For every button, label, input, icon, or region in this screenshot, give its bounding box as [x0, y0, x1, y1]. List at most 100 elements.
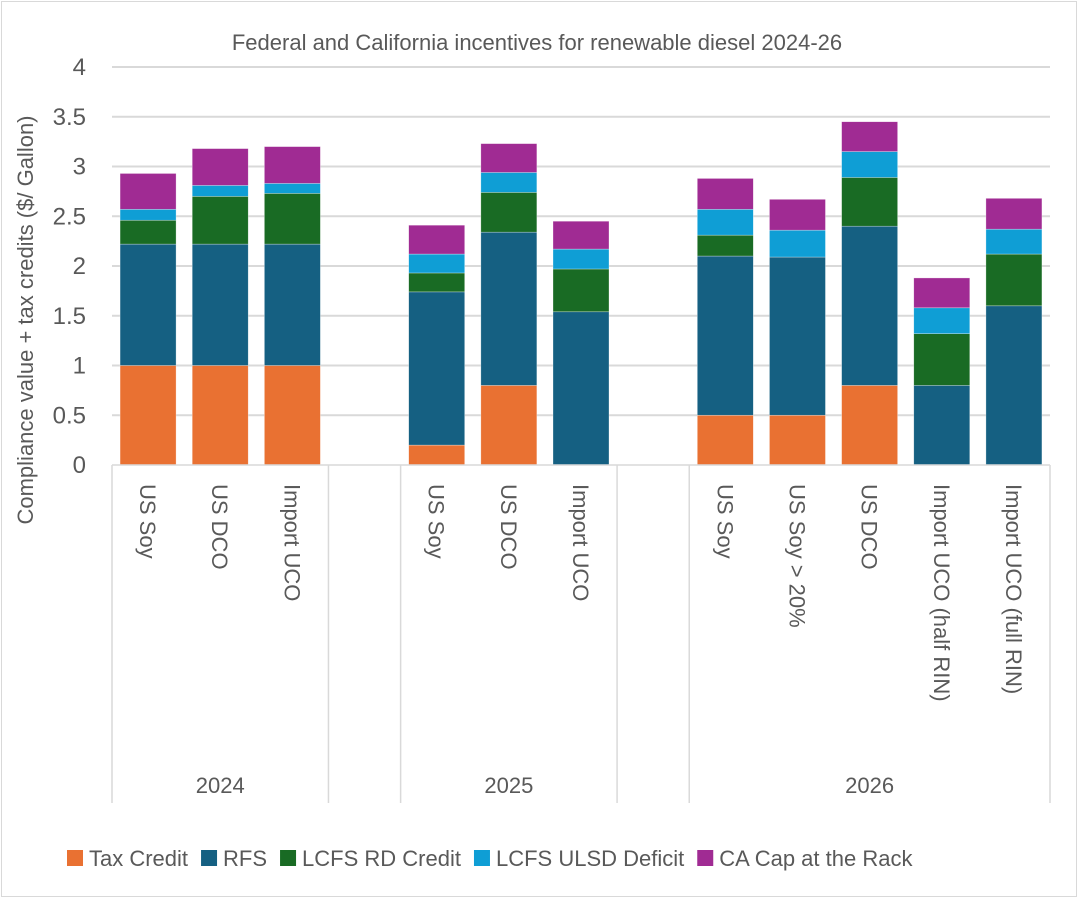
- bar-segment-lcfs-rd-credit: [841, 177, 898, 227]
- bar-segment-lcfs-ulsd-deficit: [191, 185, 249, 197]
- bar-segment-lcfs-rd-credit: [552, 268, 610, 313]
- y-tick-label: 1: [73, 353, 86, 380]
- bar-segment-lcfs-ulsd-deficit: [480, 172, 538, 193]
- category-label: US DCO: [207, 484, 232, 570]
- bar-segment-tax-credit: [769, 414, 826, 466]
- bar-segment-rfs: [480, 231, 538, 386]
- category-label: US Soy > 20%: [784, 484, 809, 628]
- category-label: US Soy: [135, 484, 160, 559]
- x-axis: US Soy US DCO Import UCO US Soy US DCO Import…: [111, 464, 1051, 803]
- legend-swatch: [67, 850, 83, 866]
- bar-segment-ca-cap-at-the-rack: [985, 198, 1043, 230]
- y-tick-label: 0: [73, 452, 86, 479]
- legend-swatch: [697, 850, 714, 866]
- legend-item: LCFS RD Credit: [280, 846, 461, 871]
- bar-stack: [913, 277, 971, 466]
- bar-stack: [697, 178, 754, 466]
- bar-segment-tax-credit: [697, 414, 754, 466]
- bar-segment-tax-credit: [264, 365, 321, 466]
- bar-stack: [480, 143, 538, 466]
- bar-segment-rfs: [408, 291, 465, 446]
- bar-stack: [985, 198, 1043, 466]
- bar-stack: [191, 148, 249, 466]
- bar-segment-rfs: [191, 243, 249, 366]
- bar-segment-tax-credit: [841, 385, 898, 466]
- category-label: Import UCO (full RIN): [1001, 484, 1026, 694]
- category-label: US DCO: [857, 484, 882, 570]
- bar-segment-lcfs-ulsd-deficit: [119, 208, 177, 221]
- bar-segment-ca-cap-at-the-rack: [480, 143, 538, 173]
- legend-item: LCFS ULSD Deficit: [473, 846, 684, 871]
- category-label: Import UCO (half RIN): [929, 484, 954, 702]
- bar-segment-lcfs-rd-credit: [697, 234, 754, 257]
- category-label: Import UCO: [568, 484, 593, 601]
- legend-label: LCFS ULSD Deficit: [496, 846, 684, 871]
- legend-swatch: [201, 850, 218, 866]
- legend-swatch: [280, 850, 297, 866]
- bar-segment-lcfs-rd-credit: [480, 192, 538, 233]
- legend-item: CA Cap at the Rack: [697, 846, 913, 871]
- bar-segment-rfs: [841, 225, 898, 386]
- group-label: 2024: [196, 773, 245, 798]
- y-tick-label: 3.5: [53, 104, 86, 131]
- legend-label: CA Cap at the Rack: [719, 846, 913, 871]
- bars: [119, 121, 1043, 466]
- legend-swatch: [473, 850, 490, 866]
- bar-segment-lcfs-ulsd-deficit: [697, 208, 754, 236]
- bar-segment-rfs: [264, 243, 321, 366]
- bar-segment-lcfs-ulsd-deficit: [913, 307, 971, 334]
- bar-segment-lcfs-rd-credit: [264, 193, 321, 245]
- y-axis-title: Compliance value + tax credits ($/ Gallo…: [13, 115, 38, 524]
- bar-segment-tax-credit: [408, 444, 465, 466]
- bar-segment-tax-credit: [119, 365, 177, 466]
- legend-item: RFS: [201, 846, 267, 871]
- bar-stack: [552, 220, 610, 466]
- bar-segment-rfs: [913, 385, 971, 466]
- bar-stack: [841, 121, 898, 466]
- bar-segment-ca-cap-at-the-rack: [769, 199, 826, 231]
- y-tick-label: 1.5: [53, 303, 86, 330]
- category-label: US Soy: [712, 484, 737, 559]
- y-tick-label: 2: [73, 253, 86, 280]
- y-tick-label: 4: [73, 54, 86, 81]
- bar-segment-tax-credit: [191, 365, 249, 466]
- y-tick-label: 3: [73, 154, 86, 181]
- bar-segment-rfs: [697, 255, 754, 416]
- legend-label: Tax Credit: [89, 846, 188, 871]
- bar-stack: [408, 224, 465, 466]
- legend-label: LCFS RD Credit: [302, 846, 461, 871]
- bar-segment-lcfs-rd-credit: [913, 333, 971, 386]
- bar-segment-ca-cap-at-the-rack: [191, 148, 249, 186]
- bar-segment-lcfs-rd-credit: [119, 219, 177, 245]
- category-label: US DCO: [496, 484, 521, 570]
- y-tick-label: 0.5: [53, 402, 86, 429]
- group-label: 2026: [845, 773, 894, 798]
- bar-segment-lcfs-rd-credit: [985, 253, 1043, 307]
- y-tick-label: 2.5: [53, 203, 86, 230]
- legend-label: RFS: [223, 846, 267, 871]
- bar-segment-rfs: [119, 243, 177, 366]
- bar-stack: [264, 146, 321, 466]
- bar-segment-ca-cap-at-the-rack: [264, 146, 321, 184]
- bar-segment-ca-cap-at-the-rack: [119, 173, 177, 210]
- bar-segment-ca-cap-at-the-rack: [697, 178, 754, 210]
- bar-segment-tax-credit: [480, 385, 538, 466]
- bar-segment-rfs: [769, 256, 826, 416]
- bar-segment-ca-cap-at-the-rack: [841, 121, 898, 152]
- bar-segment-lcfs-ulsd-deficit: [985, 228, 1043, 255]
- bar-segment-lcfs-ulsd-deficit: [769, 229, 826, 258]
- bar-segment-rfs: [985, 305, 1043, 466]
- legend-item: Tax Credit: [67, 846, 188, 871]
- group-label: 2025: [484, 773, 533, 798]
- bar-segment-ca-cap-at-the-rack: [408, 224, 465, 255]
- category-label: Import UCO: [279, 484, 304, 601]
- bar-stack: [769, 199, 826, 466]
- legend: Tax Credit RFS LCFS RD Credit LCFS ULSD Def…: [67, 846, 913, 871]
- bar-segment-ca-cap-at-the-rack: [913, 277, 971, 309]
- category-label: US Soy: [424, 484, 449, 559]
- bar-segment-lcfs-rd-credit: [191, 196, 249, 245]
- bar-segment-lcfs-ulsd-deficit: [264, 183, 321, 194]
- bar-segment-ca-cap-at-the-rack: [552, 220, 610, 250]
- bar-segment-rfs: [552, 311, 610, 466]
